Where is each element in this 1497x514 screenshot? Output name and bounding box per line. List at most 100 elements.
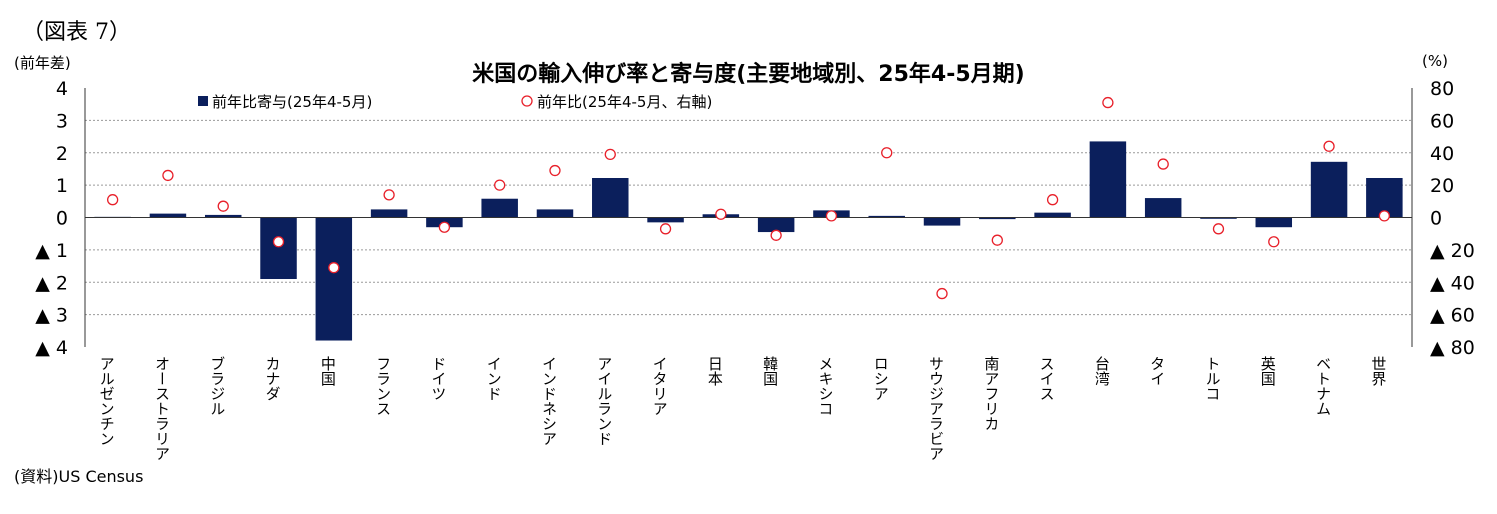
- axes: [84, 88, 1413, 347]
- category-label: 韓国: [761, 356, 779, 386]
- category-label: アルゼンチン: [98, 356, 116, 446]
- source-note: (資料)US Census: [14, 467, 144, 486]
- y-tick-label: 3: [56, 110, 68, 132]
- bar: [979, 217, 1016, 220]
- scatter-point: [1378, 210, 1391, 222]
- scatter-point: [217, 200, 229, 212]
- bar: [868, 215, 905, 218]
- scatter-point: [991, 234, 1003, 246]
- y2-tick-label: 80: [1430, 78, 1454, 100]
- category-label: オーストラリア: [153, 356, 171, 461]
- y2-tick-label: ▲ 20: [1430, 240, 1475, 262]
- scatter-point: [659, 223, 672, 235]
- bar: [757, 217, 795, 233]
- category-labels: アルゼンチン オーストラリア ブラジル カナダ 中国 フランス ドイツ インド インドネシア アイ…: [98, 355, 1388, 461]
- scatter-point: [715, 208, 727, 220]
- bar: [1144, 198, 1182, 218]
- category-label: フランス: [374, 356, 392, 416]
- scatter-point: [1268, 236, 1280, 248]
- gridlines: [85, 119, 1412, 316]
- legend-bar-label: 前年比寄与(25年4-5月): [212, 93, 372, 111]
- legend-marker-label: 前年比(25年4-5月、右軸): [537, 93, 712, 111]
- category-label: ドイツ: [429, 356, 447, 401]
- bar: [1310, 161, 1348, 218]
- bar: [1255, 217, 1293, 228]
- right-axis-unit: (%): [1422, 52, 1448, 70]
- bar: [481, 198, 518, 218]
- chart-title: 米国の輸入伸び率と寄与度(主要地域別、25年4-5月期): [472, 62, 1025, 87]
- y-tick-label: 2: [56, 143, 68, 165]
- y2-tick-label: 40: [1430, 143, 1454, 165]
- scatter-point: [494, 179, 506, 191]
- bar: [1200, 217, 1237, 219]
- bar-series: [94, 141, 1403, 341]
- y-tick-label: ▲ 1: [35, 240, 68, 262]
- bar: [647, 217, 684, 223]
- legend: 前年比寄与(25年4-5月) 前年比(25年4-5月、右軸): [198, 93, 712, 111]
- y2-tick-label: 60: [1430, 110, 1454, 132]
- category-label: 世界: [1369, 356, 1387, 386]
- scatter-point: [162, 169, 174, 182]
- bar: [1034, 212, 1071, 218]
- scatter-point: [770, 229, 782, 241]
- category-label: 台湾: [1093, 356, 1111, 386]
- bar: [260, 217, 297, 280]
- category-label: タイ: [1148, 356, 1166, 386]
- scatter-point: [106, 194, 119, 206]
- category-label: 英国: [1259, 355, 1277, 386]
- category-label: 南アフリカ: [982, 356, 1000, 431]
- bar: [370, 209, 408, 218]
- scatter-point: [1212, 223, 1225, 235]
- category-label: 中国: [319, 356, 337, 386]
- category-label: サウジアラビア: [927, 356, 945, 461]
- scatter-series: [106, 96, 1391, 300]
- scatter-point: [328, 262, 340, 274]
- category-label: アイルランド: [595, 356, 613, 446]
- category-label: カナダ: [264, 356, 282, 401]
- y-tick-label: ▲ 4: [35, 337, 68, 359]
- category-label: イタリア: [651, 356, 669, 416]
- y-tick-label: 1: [56, 175, 68, 197]
- category-label: スイス: [1038, 356, 1056, 401]
- scatter-point: [1046, 194, 1059, 206]
- y2-tick-label: 20: [1430, 175, 1454, 197]
- y-tick-label: 0: [56, 208, 68, 230]
- category-label: トルコ: [1203, 356, 1221, 401]
- bar: [923, 217, 961, 226]
- left-axis-unit: (前年差): [14, 54, 71, 72]
- category-label: ロシア: [872, 356, 890, 401]
- scatter-point: [272, 236, 285, 248]
- legend-marker-swatch: [521, 95, 533, 107]
- scatter-point: [1157, 158, 1169, 170]
- scatter-point: [825, 210, 838, 222]
- y2-tick-label: ▲ 80: [1430, 337, 1475, 359]
- scatter-point: [549, 164, 561, 177]
- bar: [204, 214, 242, 218]
- scatter-point: [383, 189, 395, 201]
- bar: [592, 178, 629, 218]
- scatter-point: [936, 287, 948, 300]
- y2-tick-label: ▲ 60: [1430, 305, 1475, 327]
- tick-labels: 4 80 3 60 2 40 1 20 0 0 ▲ 1 ▲ 20 ▲ 2 ▲ 40 ▲ 3 ▲ 60 ▲ 4 ▲ …: [35, 78, 1475, 359]
- legend-bar-swatch: [198, 96, 208, 106]
- y2-tick-label: 0: [1430, 208, 1442, 230]
- category-label: ベトナム: [1314, 356, 1332, 416]
- category-label: 日本: [706, 356, 724, 386]
- y-tick-label: ▲ 2: [35, 272, 68, 294]
- scatter-point: [604, 148, 616, 161]
- scatter-point: [438, 221, 451, 233]
- bar: [1089, 141, 1127, 218]
- bar: [149, 213, 187, 218]
- category-label: インド: [485, 356, 503, 401]
- y-tick-label: 4: [56, 78, 68, 100]
- category-label: メキシコ: [816, 356, 834, 416]
- scatter-point: [1323, 140, 1335, 152]
- category-label: インドネシア: [540, 356, 558, 446]
- category-label: ブラジル: [208, 356, 226, 416]
- bar: [536, 209, 574, 218]
- bar: [315, 217, 353, 341]
- scatter-point: [881, 147, 893, 159]
- scatter-point: [1102, 96, 1114, 109]
- y2-tick-label: ▲ 40: [1430, 272, 1475, 294]
